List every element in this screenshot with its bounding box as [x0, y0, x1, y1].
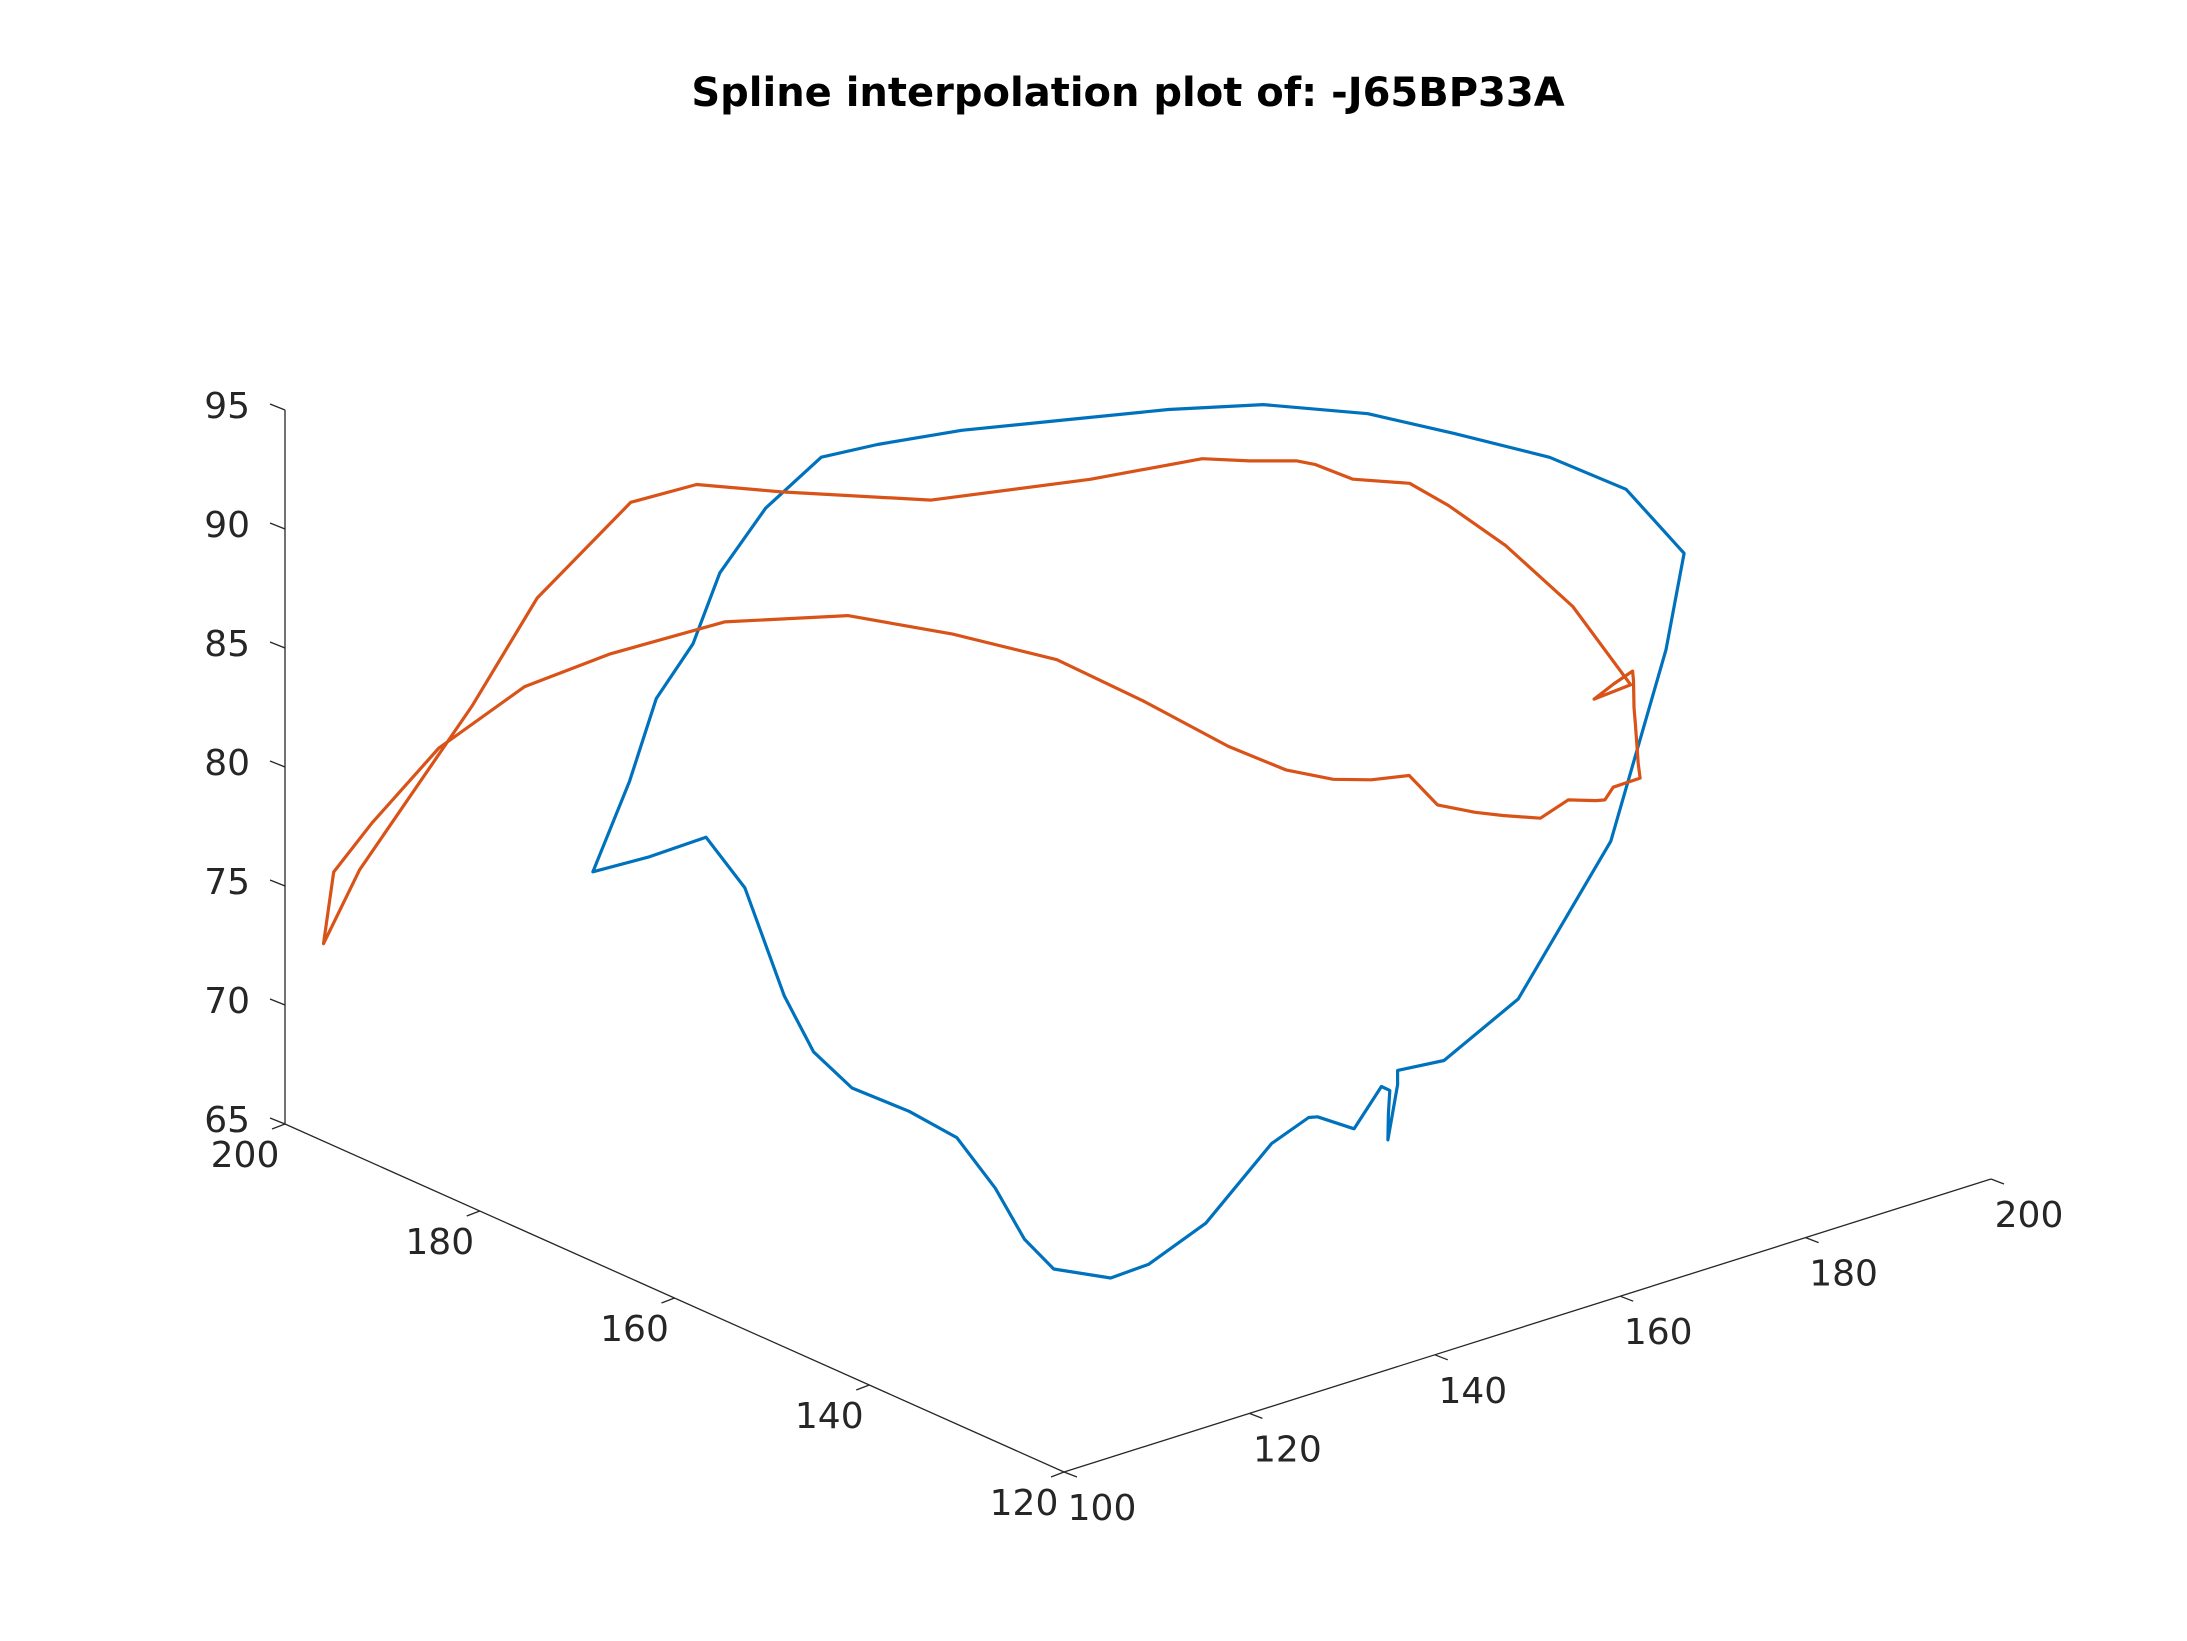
z-tick-mark [269, 403, 286, 411]
y-tick-label: 140 [795, 1396, 864, 1437]
z-tick-mark [269, 879, 286, 887]
y-tick-mark [661, 1297, 675, 1304]
y-tick-label: 180 [405, 1222, 474, 1263]
y-axis: 120 140 160 180 200 [211, 1123, 1065, 1524]
x-tick-label: 140 [1438, 1371, 1507, 1412]
z-tick-label: 90 [204, 505, 250, 546]
y-tick-mark [466, 1210, 480, 1217]
z-tick-mark [269, 998, 286, 1006]
series-line-2 [321, 457, 1642, 946]
x-tick-label: 100 [1068, 1488, 1137, 1529]
x-tick-mark [1434, 1354, 1449, 1361]
z-tick-label: 65 [204, 1100, 250, 1141]
x-tick-label: 200 [1995, 1195, 2064, 1236]
y-axis-ticks: 120 140 160 180 200 [211, 1123, 1065, 1524]
x-tick-label: 120 [1253, 1429, 1322, 1470]
z-tick-label: 70 [204, 981, 250, 1022]
y-tick-label: 200 [211, 1135, 280, 1176]
y-tick-mark [1050, 1471, 1065, 1478]
z-tick-label: 95 [204, 386, 250, 427]
x-axis-line [1063, 1178, 1992, 1473]
x-axis-ticks: 100 120 140 160 180 200 [1063, 1178, 2064, 1529]
z-tick-label: 75 [204, 862, 250, 903]
z-tick-label: 85 [204, 624, 250, 665]
y-tick-label: 160 [600, 1309, 669, 1350]
z-axis-ticks: 65 70 75 80 85 90 95 [204, 386, 286, 1141]
z-tick-mark [269, 522, 286, 530]
x-axis: 100 120 140 160 180 200 [1063, 1178, 2064, 1529]
x-tick-label: 160 [1624, 1312, 1693, 1353]
x-tick-mark [1805, 1236, 1819, 1244]
z-tick-mark [269, 641, 286, 649]
z-tick-mark [269, 760, 286, 768]
x-tick-mark [1249, 1412, 1263, 1420]
plot-area [321, 403, 1686, 1280]
y-tick-mark [271, 1123, 286, 1130]
z-tick-label: 80 [204, 743, 250, 784]
x-tick-label: 180 [1809, 1254, 1878, 1295]
chart-title: Spline interpolation plot of: -J65BP33A [691, 70, 1564, 116]
series-line-1 [591, 403, 1686, 1280]
y-tick-mark [856, 1384, 870, 1391]
x-tick-mark [1990, 1178, 2005, 1185]
z-axis: 65 70 75 80 85 90 95 [204, 386, 286, 1141]
x-tick-mark [1619, 1295, 1634, 1302]
y-tick-label: 120 [990, 1483, 1059, 1524]
z-tick-mark [269, 1117, 286, 1125]
x-tick-mark [1063, 1471, 1078, 1478]
